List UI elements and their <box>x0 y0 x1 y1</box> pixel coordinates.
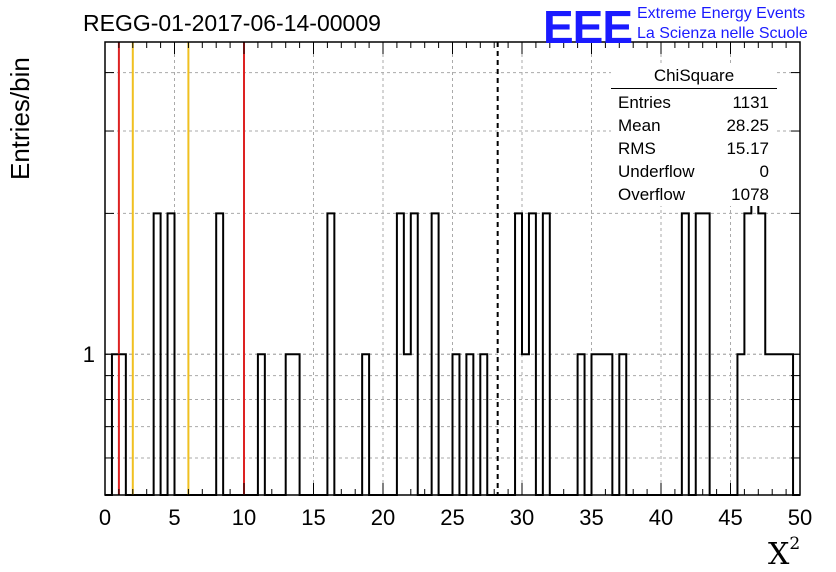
stats-row-underflow: Underflow 0 <box>611 160 777 183</box>
x-tick-label: 25 <box>440 505 464 530</box>
histogram-bin <box>480 354 487 495</box>
histogram-bin <box>543 213 550 495</box>
histogram-bin <box>397 213 404 495</box>
x-axis-label-superscript: 2 <box>789 534 801 554</box>
histogram-bin <box>598 354 605 495</box>
histogram-bin <box>765 354 772 495</box>
x-tick-label: 5 <box>168 505 180 530</box>
histogram-bin <box>258 354 265 495</box>
stats-label: RMS <box>618 139 656 158</box>
histogram-bin <box>411 213 418 495</box>
histogram-bin <box>522 354 529 495</box>
histogram-bin <box>578 354 585 495</box>
stats-row-rms: RMS 15.17 <box>611 137 777 160</box>
histogram-bin <box>682 213 689 495</box>
histogram-bin <box>703 213 710 495</box>
histogram-bin <box>154 213 161 495</box>
stats-label: Entries <box>618 93 671 112</box>
histogram-bin <box>592 354 599 495</box>
logo-line-1: Extreme Energy Events <box>637 5 806 22</box>
x-tick-label: 35 <box>579 505 603 530</box>
x-tick-label: 0 <box>99 505 111 530</box>
histogram-bin <box>453 354 460 495</box>
stats-value: 0 <box>759 162 769 181</box>
histogram-bin <box>758 213 765 495</box>
chart-title: REGG-01-2017-06-14-00009 <box>83 10 381 36</box>
histogram-bin <box>432 213 439 495</box>
histogram-bin <box>744 213 751 495</box>
stats-row-mean: Mean 28.25 <box>611 114 777 137</box>
x-axis-label-symbol: X <box>768 537 790 572</box>
histogram-bin <box>466 354 473 495</box>
histogram-bin <box>779 354 786 495</box>
histogram-bin <box>168 213 175 495</box>
histogram-bin <box>529 213 536 495</box>
stats-label: Underflow <box>618 162 695 181</box>
stats-value: 15.17 <box>726 139 769 158</box>
histogram-bin <box>286 354 293 495</box>
stats-label: Mean <box>618 116 661 135</box>
histogram-bin <box>696 213 703 495</box>
stats-value: 28.25 <box>726 116 769 135</box>
x-tick-label: 20 <box>371 505 395 530</box>
histogram-bin <box>737 354 744 495</box>
x-tick-label: 30 <box>510 505 534 530</box>
histogram-bin <box>293 354 300 495</box>
x-tick-label: 45 <box>718 505 742 530</box>
stats-label: Overflow <box>618 185 686 204</box>
histogram-bin <box>605 354 612 495</box>
y-axis-label: Entries/bin <box>5 57 35 180</box>
histogram-bin <box>119 354 126 495</box>
histogram-bin <box>515 213 522 495</box>
histogram-bin <box>362 354 369 495</box>
histogram-bin <box>216 213 223 495</box>
logo-line-2: La Scienza nelle Scuole <box>637 25 808 42</box>
x-tick-label: 15 <box>301 505 325 530</box>
stats-value: 1078 <box>731 185 769 204</box>
stats-value: 1131 <box>732 93 769 112</box>
stats-row-overflow: Overflow 1078 <box>611 183 777 206</box>
histogram-bin <box>619 354 626 495</box>
x-tick-label: 40 <box>649 505 673 530</box>
histogram-bin <box>327 213 334 495</box>
y-tick-label: 1 <box>83 342 95 367</box>
x-tick-label: 10 <box>232 505 256 530</box>
eee-logo: EEE <box>543 1 633 53</box>
histogram-bin <box>404 354 411 495</box>
stats-row-entries: Entries 1131 <box>611 91 777 114</box>
x-tick-label: 50 <box>788 505 812 530</box>
stats-box: ChiSquare Entries 1131 Mean 28.25 RMS 15.17… <box>611 66 777 206</box>
x-axis-label: X2 <box>768 534 801 572</box>
stats-title: ChiSquare <box>611 66 777 89</box>
histogram-bin <box>772 354 779 495</box>
